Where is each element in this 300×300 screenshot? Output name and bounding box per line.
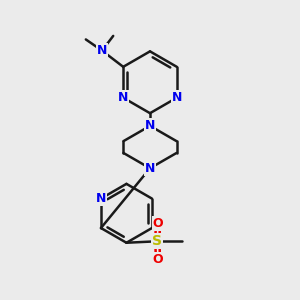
Text: N: N [96,192,106,205]
Text: N: N [118,91,128,104]
Text: N: N [145,162,155,175]
Text: O: O [153,217,163,230]
Text: N: N [172,91,182,104]
Text: N: N [97,44,107,57]
Text: N: N [145,119,155,132]
Text: O: O [153,253,163,266]
Text: S: S [152,234,162,248]
